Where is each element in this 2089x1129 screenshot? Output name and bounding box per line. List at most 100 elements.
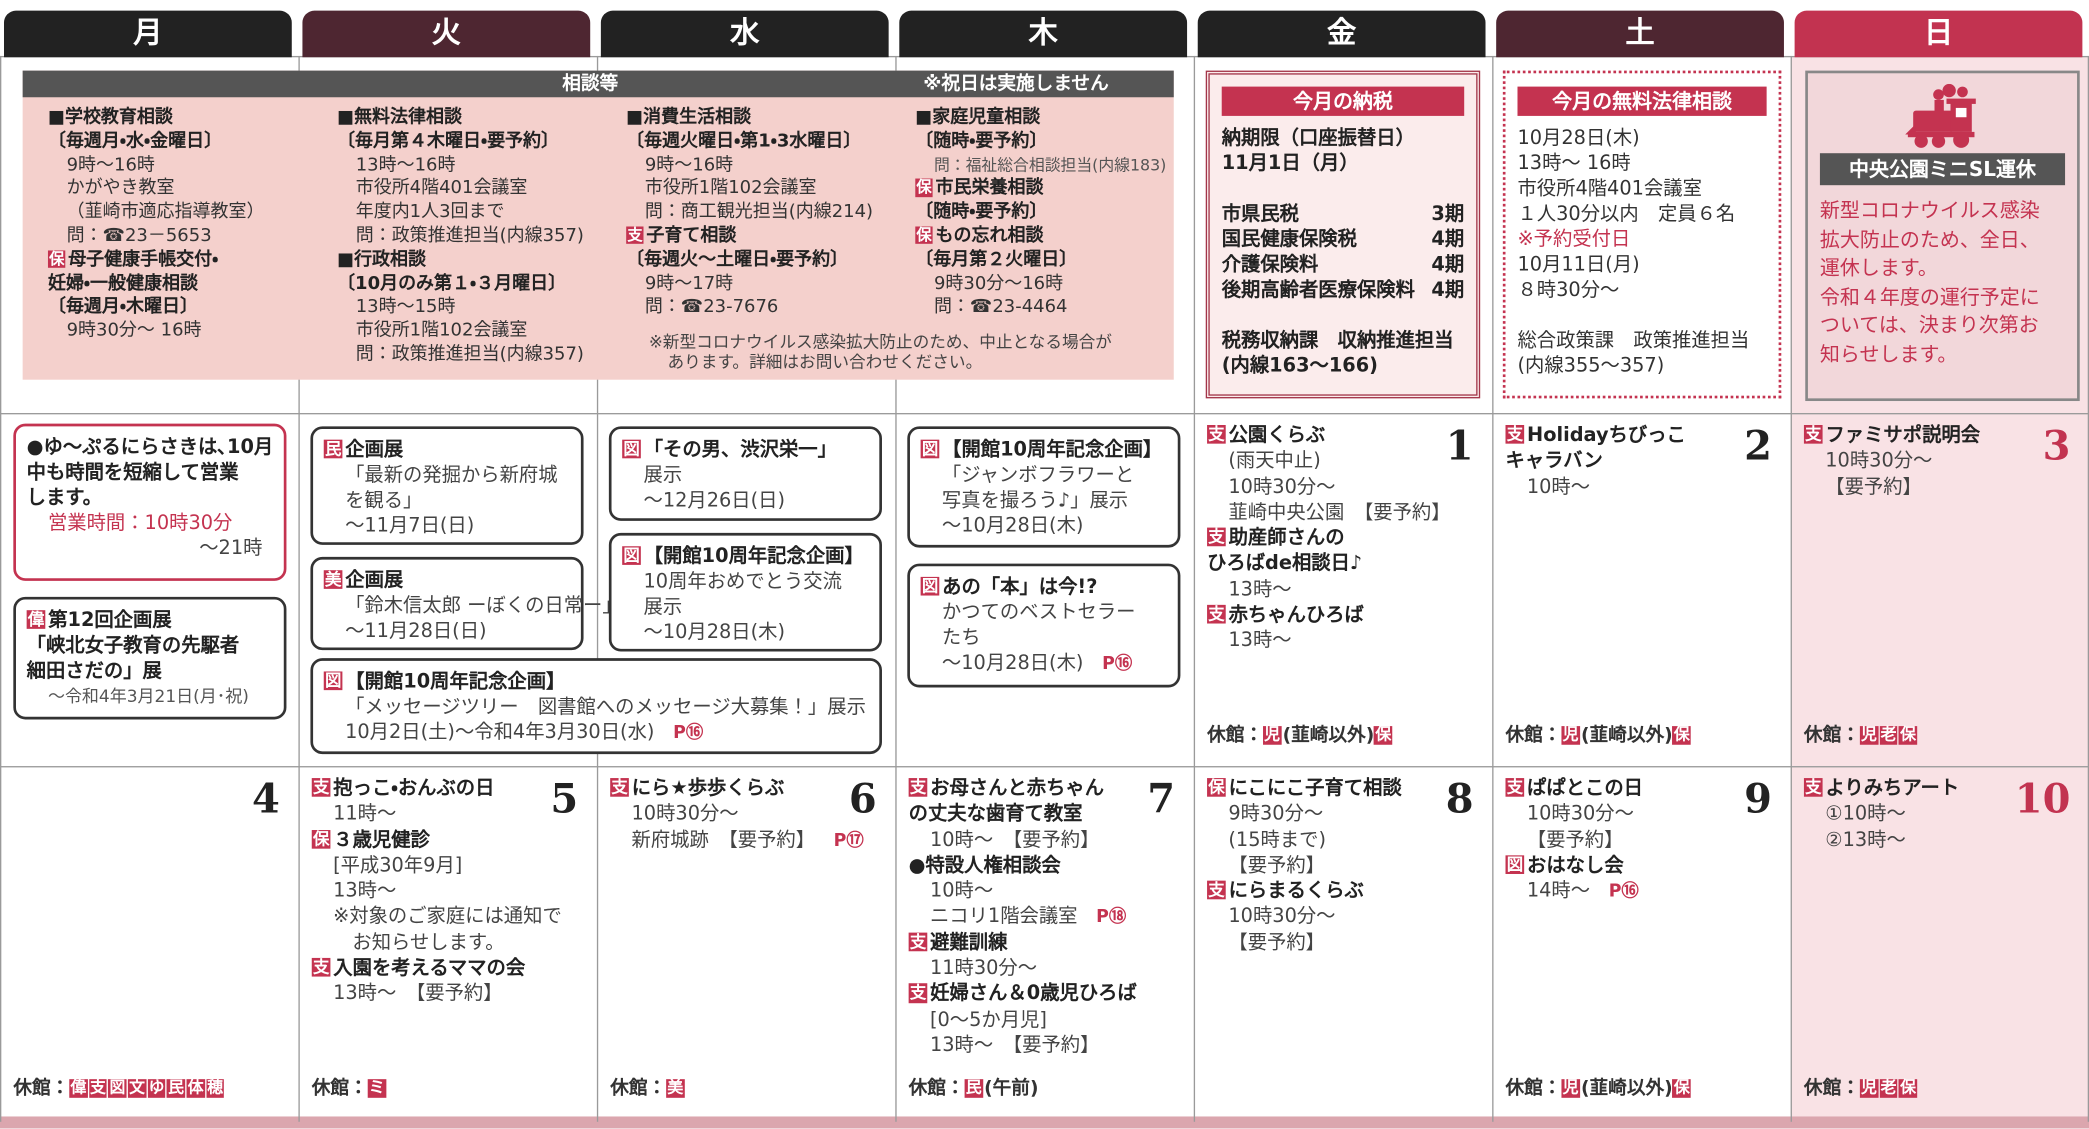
line: 市役所4階401会議室 bbox=[1517, 177, 1766, 202]
page: P⑰ bbox=[833, 830, 864, 851]
line: ■無料法律相談 bbox=[337, 107, 617, 131]
text: 「最新の発掘から新府城 bbox=[345, 464, 558, 487]
legal-box: 今月の無料法律相談 10月28日(木) 13時〜 16時 市役所4階401会議室 １人… bbox=[1502, 70, 1782, 399]
text: 【要予約】 bbox=[1228, 932, 1325, 954]
date-number: 1 bbox=[1445, 423, 1474, 471]
heading: 妊婦・一般健康相談 bbox=[47, 272, 198, 294]
line: （韮崎市適応指導教室） bbox=[48, 201, 328, 225]
line: 営業時間：10時30分 bbox=[27, 512, 273, 537]
line: 「最新の発掘から新府城 bbox=[324, 464, 570, 489]
text: [0〜5か月児] bbox=[929, 1009, 1047, 1031]
tag: 支 bbox=[908, 983, 928, 1003]
line: 図【開館10周年記念企画】 bbox=[622, 545, 868, 570]
line: 13時〜15時 bbox=[337, 296, 617, 320]
heading: 「峡北女子教育の先駆者 bbox=[26, 635, 240, 657]
train-icon bbox=[1905, 83, 1976, 148]
line: 支赤ちゃんひろば bbox=[1207, 604, 1473, 630]
heading: おはなし会 bbox=[1527, 855, 1624, 877]
date-number: 6 bbox=[848, 776, 877, 824]
event-box: 図【開館10周年記念企画】 「メッセージツリー 図書館へのメッセージ大募集！」展示… bbox=[310, 658, 882, 755]
line: [平成30年9月] bbox=[312, 854, 578, 880]
line: 9時30分〜 16時 bbox=[48, 320, 328, 344]
date-number: 2 bbox=[1744, 423, 1772, 471]
day-header: 木 bbox=[899, 10, 1188, 58]
text: 13時〜 16時 bbox=[1517, 153, 1631, 175]
closed-tag: 美 bbox=[666, 1077, 685, 1098]
value: 4期 bbox=[1431, 254, 1465, 276]
text: (内線163〜166) bbox=[1221, 355, 1378, 378]
text: 9時30分〜 bbox=[1228, 803, 1324, 826]
closed-tag: 児 bbox=[1859, 724, 1879, 745]
line: [0〜5か月児] bbox=[909, 1008, 1175, 1034]
line: １人30分以内 定員６名 bbox=[1517, 203, 1766, 228]
line: 【要予約】 bbox=[1207, 854, 1473, 880]
notice-line: 令和４年度の運行予定に bbox=[1819, 284, 2040, 309]
closed-tag: 支 bbox=[88, 1077, 108, 1098]
closed-text: 休館： bbox=[1505, 1077, 1562, 1100]
text: 9時〜16時 bbox=[644, 154, 734, 176]
line: 13時〜 bbox=[1207, 629, 1473, 655]
line: 10時30分〜 bbox=[610, 802, 876, 828]
line: 保母子健康手帳交付・ bbox=[47, 248, 328, 273]
line: 支お母さんと赤ちゃん bbox=[908, 777, 1175, 803]
closed-tag: 体 bbox=[186, 1077, 205, 1098]
line: 民企画展 bbox=[323, 438, 570, 463]
heading: します。 bbox=[26, 487, 103, 509]
text: (雨天中止) bbox=[1228, 450, 1321, 473]
line: します。 bbox=[27, 486, 273, 511]
heading: 中も時間を短縮して営業 bbox=[26, 462, 239, 484]
tag: 支 bbox=[1207, 425, 1226, 444]
line: 〜10月28日(木) bbox=[921, 514, 1167, 539]
page: P⑯ bbox=[1102, 654, 1133, 675]
line: 支ぱぱとこの日 bbox=[1505, 777, 1771, 803]
line: 図【開館10周年記念企画】 bbox=[323, 670, 869, 695]
text: 9時30分〜 16時 bbox=[66, 319, 202, 342]
line: ②13時〜 bbox=[1804, 828, 2070, 854]
closed-info: 休館：児老保 bbox=[1804, 1074, 1919, 1101]
heading: 【開館10周年記念企画】 bbox=[942, 439, 1163, 461]
text: 10月28日(木) bbox=[1517, 127, 1640, 150]
heading: 【開館10周年記念企画】 bbox=[345, 671, 566, 693]
cell-events: 支にら★歩歩くらぶ 10時30分〜 新府城跡 【要予約】 P⑰ bbox=[610, 777, 876, 854]
column-line bbox=[1492, 55, 1494, 1122]
line: 10月11日(月) bbox=[1517, 253, 1766, 278]
tag: 民 bbox=[323, 439, 343, 459]
line: 10月28日(木) bbox=[1517, 127, 1766, 152]
cell-events: 支 Holidayちびっこ キャラバン 10時〜 bbox=[1505, 424, 1771, 501]
line: 韮崎中央公園 【要予約】 bbox=[1207, 501, 1473, 527]
line: 〔毎週火〜土曜日・要予約〕 bbox=[626, 249, 906, 273]
date-number: 3 bbox=[2042, 423, 2071, 471]
heading: 〔随時・要予約〕 bbox=[915, 130, 1048, 152]
text: 新府城跡 【要予約】 bbox=[631, 829, 816, 851]
line: 10時30分〜 bbox=[1207, 905, 1473, 931]
closed-tag: 老 bbox=[1879, 1077, 1898, 1098]
text: 【要予約】 bbox=[1228, 855, 1325, 877]
page: P⑯ bbox=[1608, 882, 1639, 903]
heading: 細田さだの」展 bbox=[26, 660, 162, 683]
line: 問：政策推進担当(内線357) bbox=[337, 225, 617, 249]
text: 【要予約】 bbox=[1526, 829, 1624, 851]
line: 〔毎週月・水・金曜日〕 bbox=[48, 130, 328, 154]
bottom-band bbox=[0, 1116, 2089, 1129]
text: 9時〜17時 bbox=[644, 272, 734, 294]
closed-tag: 穂 bbox=[206, 1077, 225, 1098]
line: 10時30分〜 bbox=[1804, 449, 2070, 475]
heading: 企画展 bbox=[345, 570, 404, 592]
consultation-column: ■無料法律相談 〔毎月第４木曜日・要予約〕 13時〜16時 市役所4階401会議室 年度… bbox=[337, 107, 617, 368]
text: 10月11日(月) bbox=[1517, 254, 1640, 276]
line: 9時30分〜16時 bbox=[915, 273, 1195, 297]
consultation-note: ※祝日は実施しません bbox=[923, 73, 1109, 95]
heading: お母さんと赤ちゃん bbox=[930, 778, 1105, 800]
line: 市県民税 3期 bbox=[1222, 203, 1464, 228]
value: 3期 bbox=[1431, 203, 1465, 226]
closed-info: 休館：偉支図文ゆ民体穂 bbox=[13, 1074, 225, 1101]
text: 市役所1階102会議室 bbox=[644, 177, 817, 200]
consultation-title: 相談等 bbox=[562, 73, 619, 95]
line: キャラバン bbox=[1505, 449, 1771, 475]
heading: 母子健康手帳交付・ bbox=[68, 248, 219, 271]
line: 〜11月7日(日) bbox=[324, 514, 570, 539]
text: 〜12月26日(日) bbox=[643, 490, 786, 512]
line: 「ジャンボフラワーと bbox=[921, 464, 1167, 489]
closed-info: 休館：ミ bbox=[312, 1074, 388, 1101]
heading: にらまるくらぶ bbox=[1228, 880, 1364, 903]
